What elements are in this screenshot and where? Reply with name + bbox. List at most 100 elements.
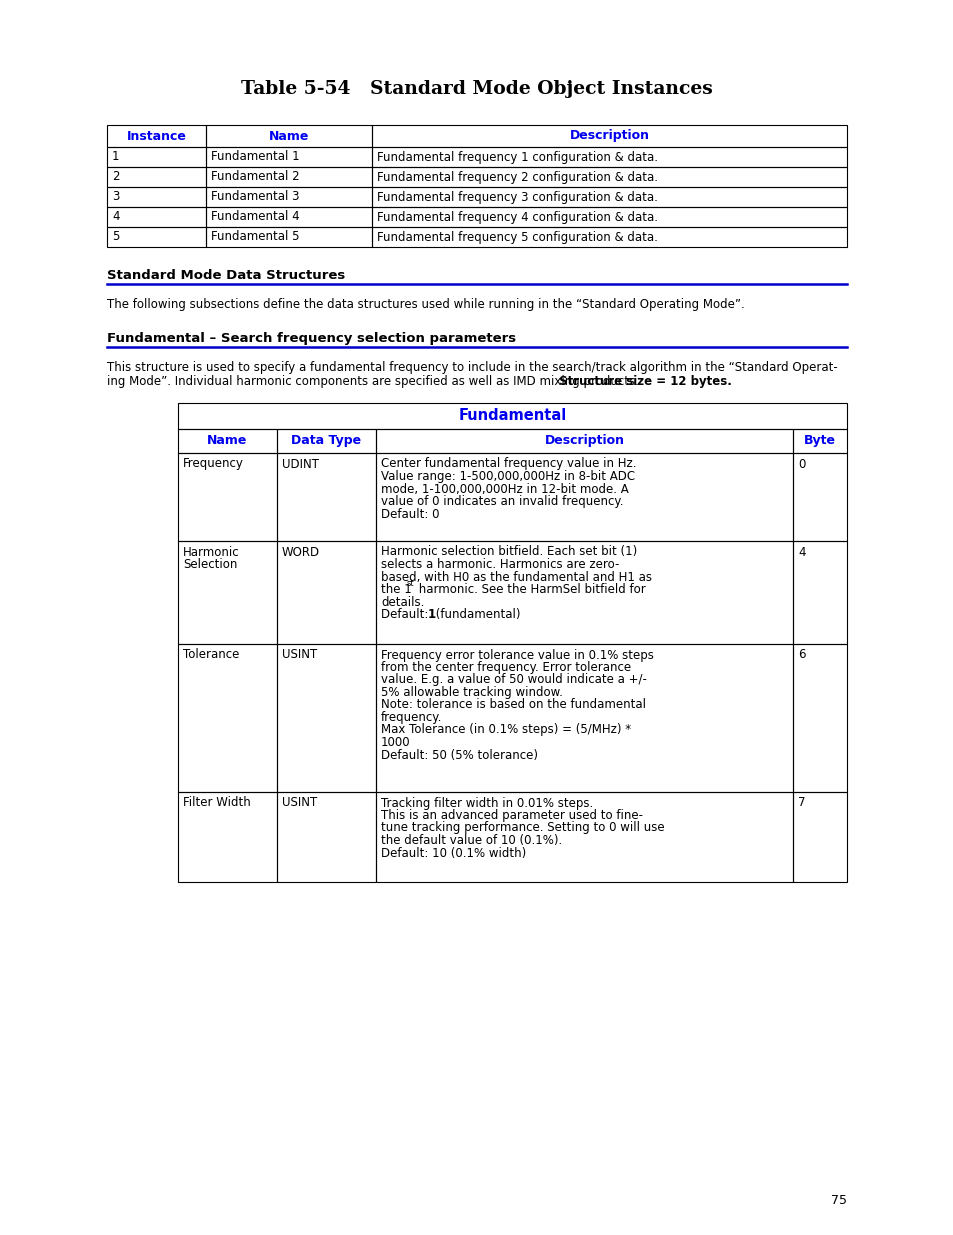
Bar — [792, 643, 846, 792]
Text: Fundamental 4: Fundamental 4 — [211, 210, 299, 224]
Bar — [375, 452, 792, 541]
Bar — [107, 147, 206, 167]
Bar — [372, 167, 846, 186]
Bar — [107, 207, 206, 227]
Text: value of 0 indicates an invalid frequency.: value of 0 indicates an invalid frequenc… — [380, 495, 623, 508]
Text: 6: 6 — [797, 648, 804, 662]
Text: 5% allowable tracking window.: 5% allowable tracking window. — [380, 685, 562, 699]
Text: Frequency: Frequency — [183, 457, 244, 471]
Text: st: st — [406, 579, 414, 588]
Text: Fundamental 2: Fundamental 2 — [211, 170, 299, 184]
Text: Value range: 1-500,000,000Hz in 8-bit ADC: Value range: 1-500,000,000Hz in 8-bit AD… — [380, 471, 635, 483]
Text: Fundamental frequency 3 configuration & data.: Fundamental frequency 3 configuration & … — [376, 190, 658, 204]
Bar — [792, 452, 846, 541]
Bar — [178, 452, 276, 541]
Bar — [206, 147, 372, 167]
Text: Note: tolerance is based on the fundamental: Note: tolerance is based on the fundamen… — [380, 699, 645, 711]
Text: Fundamental 1: Fundamental 1 — [211, 151, 299, 163]
Bar — [792, 541, 846, 643]
Text: 4: 4 — [797, 546, 804, 558]
Text: Harmonic selection bitfield. Each set bit (1): Harmonic selection bitfield. Each set bi… — [380, 546, 637, 558]
Text: Fundamental 3: Fundamental 3 — [211, 190, 299, 204]
Bar — [178, 403, 846, 429]
Bar — [206, 207, 372, 227]
Text: 5: 5 — [112, 231, 119, 243]
Bar — [107, 167, 206, 186]
Bar — [375, 429, 792, 452]
Bar — [178, 643, 276, 792]
Text: 75: 75 — [830, 1194, 846, 1207]
Text: from the center frequency. Error tolerance: from the center frequency. Error toleran… — [380, 661, 631, 674]
Text: Frequency error tolerance value in 0.1% steps: Frequency error tolerance value in 0.1% … — [380, 648, 653, 662]
Text: Byte: Byte — [803, 433, 835, 447]
Bar — [206, 125, 372, 147]
Text: Fundamental frequency 1 configuration & data.: Fundamental frequency 1 configuration & … — [376, 151, 658, 163]
Bar — [372, 186, 846, 207]
Text: harmonic. See the HarmSel bitfield for: harmonic. See the HarmSel bitfield for — [415, 583, 645, 597]
Text: 4: 4 — [112, 210, 119, 224]
Text: Description: Description — [569, 130, 649, 142]
Text: 2: 2 — [112, 170, 119, 184]
Text: Fundamental frequency 5 configuration & data.: Fundamental frequency 5 configuration & … — [376, 231, 658, 243]
Text: Structure size = 12 bytes.: Structure size = 12 bytes. — [555, 374, 731, 388]
Text: tune tracking performance. Setting to 0 will use: tune tracking performance. Setting to 0 … — [380, 821, 664, 835]
Bar — [276, 541, 375, 643]
Bar — [372, 147, 846, 167]
Text: Filter Width: Filter Width — [183, 797, 251, 809]
Bar — [276, 452, 375, 541]
Text: Standard Mode Data Structures: Standard Mode Data Structures — [107, 269, 345, 282]
Text: Fundamental frequency 4 configuration & data.: Fundamental frequency 4 configuration & … — [376, 210, 658, 224]
Text: 1000: 1000 — [380, 736, 410, 748]
Bar — [276, 429, 375, 452]
Bar — [372, 125, 846, 147]
Text: details.: details. — [380, 595, 424, 609]
Text: Data Type: Data Type — [291, 433, 361, 447]
Text: Fundamental frequency 2 configuration & data.: Fundamental frequency 2 configuration & … — [376, 170, 658, 184]
Text: The following subsections define the data structures used while running in the “: The following subsections define the dat… — [107, 298, 744, 311]
Text: selects a harmonic. Harmonics are zero-: selects a harmonic. Harmonics are zero- — [380, 558, 618, 571]
Text: 1: 1 — [427, 608, 435, 621]
Bar — [792, 792, 846, 882]
Text: USINT: USINT — [282, 648, 317, 662]
Text: This is an advanced parameter used to fine-: This is an advanced parameter used to fi… — [380, 809, 642, 823]
Bar — [375, 792, 792, 882]
Bar — [107, 227, 206, 247]
Text: USINT: USINT — [282, 797, 317, 809]
Bar — [276, 643, 375, 792]
Text: Selection: Selection — [183, 558, 237, 571]
Text: Fundamental – Search frequency selection parameters: Fundamental – Search frequency selection… — [107, 332, 516, 345]
Bar — [107, 186, 206, 207]
Bar — [372, 207, 846, 227]
Text: 1: 1 — [112, 151, 119, 163]
Bar — [375, 643, 792, 792]
Text: 0: 0 — [797, 457, 804, 471]
Text: Default: 10 (0.1% width): Default: 10 (0.1% width) — [380, 846, 526, 860]
Bar — [206, 186, 372, 207]
Bar — [372, 227, 846, 247]
Text: Harmonic: Harmonic — [183, 546, 239, 558]
Text: WORD: WORD — [282, 546, 320, 558]
Text: Default: 50 (5% tolerance): Default: 50 (5% tolerance) — [380, 748, 537, 762]
Text: (fundamental): (fundamental) — [432, 608, 520, 621]
Bar — [178, 429, 276, 452]
Bar — [107, 125, 206, 147]
Text: Fundamental 5: Fundamental 5 — [211, 231, 299, 243]
Text: based, with H0 as the fundamental and H1 as: based, with H0 as the fundamental and H1… — [380, 571, 651, 583]
Text: This structure is used to specify a fundamental frequency to include in the sear: This structure is used to specify a fund… — [107, 361, 837, 374]
Text: UDINT: UDINT — [282, 457, 318, 471]
Bar — [178, 541, 276, 643]
Text: 7: 7 — [797, 797, 804, 809]
Text: Default: 0: Default: 0 — [380, 508, 439, 520]
Text: Table 5-54   Standard Mode Object Instances: Table 5-54 Standard Mode Object Instance… — [241, 80, 712, 98]
Bar — [206, 167, 372, 186]
Text: value. E.g. a value of 50 would indicate a +/-: value. E.g. a value of 50 would indicate… — [380, 673, 646, 687]
Text: Instance: Instance — [127, 130, 186, 142]
Bar — [178, 792, 276, 882]
Text: frequency.: frequency. — [380, 711, 442, 724]
Bar — [792, 429, 846, 452]
Text: mode, 1-100,000,000Hz in 12-bit mode. A: mode, 1-100,000,000Hz in 12-bit mode. A — [380, 483, 628, 495]
Bar — [375, 541, 792, 643]
Text: Tracking filter width in 0.01% steps.: Tracking filter width in 0.01% steps. — [380, 797, 593, 809]
Text: Center fundamental frequency value in Hz.: Center fundamental frequency value in Hz… — [380, 457, 636, 471]
Text: 3: 3 — [112, 190, 119, 204]
